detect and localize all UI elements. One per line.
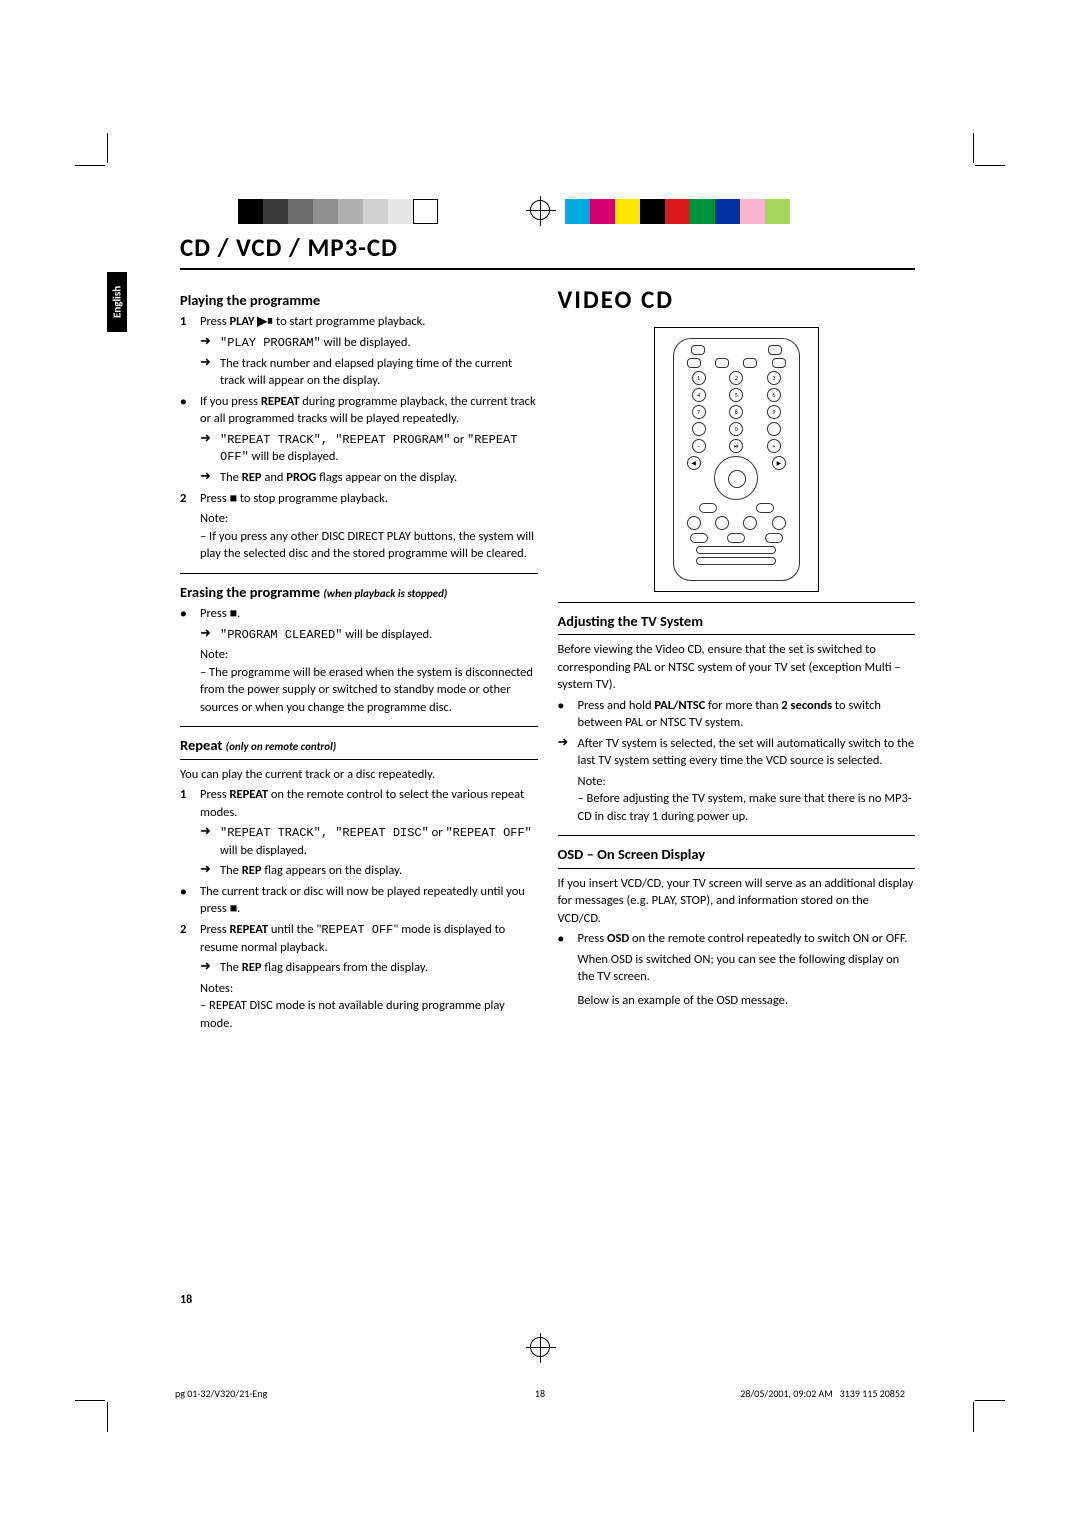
note-body: – If you press any other DISC DIRECT PLA…: [180, 528, 538, 563]
result-text: The track number and elapsed playing tim…: [220, 355, 538, 390]
arrow-icon: ➜: [200, 355, 212, 390]
note-label: Notes:: [180, 980, 538, 998]
title-rule: [180, 268, 915, 270]
result-text: "PLAY PROGRAM" will be displayed.: [220, 334, 538, 352]
footer-filename: pg 01-32/V320/21-Eng: [175, 1387, 267, 1400]
arrow-icon: ➜: [200, 959, 212, 977]
step-number: 2: [180, 490, 192, 508]
result-text: "REPEAT TRACK", "REPEAT DISC" or "REPEAT…: [220, 824, 538, 859]
arrow-icon: ➜: [200, 334, 212, 352]
step-number: 1: [180, 786, 192, 821]
note-label: Note:: [180, 646, 538, 664]
step-text: Press ■.: [200, 605, 538, 623]
intro-text: Before viewing the Video CD, ensure that…: [558, 641, 916, 694]
section-heading: Erasing the programme (when playback is …: [180, 582, 538, 602]
intro-text: If you insert VCD/CD, your TV screen wil…: [558, 875, 916, 928]
result-text: The REP flag disappears from the display…: [220, 959, 538, 977]
language-tab: English: [107, 272, 127, 332]
page-number: 18: [180, 1293, 192, 1307]
section-heading: Playing the programme: [180, 290, 538, 310]
arrow-icon: ➜: [200, 626, 212, 644]
step-number: 1: [180, 313, 192, 331]
step-text: The current track or disc will now be pl…: [200, 883, 538, 918]
step-text: Press REPEAT on the remote control to se…: [200, 786, 538, 821]
result-text: "PROGRAM CLEARED" will be displayed.: [220, 626, 538, 644]
note-label: Note:: [558, 773, 916, 791]
body-text: When OSD is switched ON; you can see the…: [558, 951, 916, 986]
note-body: – Before adjusting the TV system, make s…: [558, 790, 916, 825]
footer-page: 18: [535, 1387, 545, 1400]
step-text: Press PLAY ▶⏸ to start programme playbac…: [200, 313, 538, 331]
page-content: English CD / VCD / MP3-CD Playing the pr…: [115, 172, 965, 1332]
footer: pg 01-32/V320/21-Eng 18 28/05/2001, 09:0…: [115, 1387, 965, 1400]
section-title: VIDEO CD: [558, 282, 916, 317]
arrow-icon: ➜: [200, 469, 212, 487]
result-text: The REP and PROG flags appear on the dis…: [220, 469, 538, 487]
step-number: 2: [180, 921, 192, 956]
left-column: Playing the programme 1 Press PLAY ▶⏸ to…: [180, 282, 538, 1032]
intro-text: You can play the current track or a disc…: [180, 766, 538, 784]
arrow-icon: ➜: [200, 431, 212, 467]
registration-mark-icon: [530, 1337, 550, 1357]
result-text: The REP flag appears on the display.: [220, 862, 538, 880]
section-heading: Repeat (only on remote control): [180, 735, 538, 755]
bullet-icon: ●: [180, 605, 192, 623]
note-body: – REPEAT DISC mode is not available duri…: [180, 997, 538, 1032]
bullet-icon: ●: [180, 393, 192, 428]
arrow-icon: ➜: [200, 824, 212, 859]
right-column: VIDEO CD 123 456 789 0 −⏯+ ◀▶: [558, 282, 916, 1032]
page-title: CD / VCD / MP3-CD: [180, 232, 965, 263]
footer-right: 28/05/2001, 09:02 AM 3139 115 20852: [740, 1387, 905, 1400]
section-heading: OSD – On Screen Display: [558, 844, 916, 864]
step-text: Press OSD on the remote control repeated…: [578, 930, 916, 948]
arrow-icon: ➜: [200, 862, 212, 880]
remote-illustration: 123 456 789 0 −⏯+ ◀▶: [654, 327, 819, 592]
result-text: After TV system is selected, the set wil…: [578, 735, 916, 770]
step-text: Press REPEAT until the "REPEAT OFF" mode…: [200, 921, 538, 956]
note-label: Note:: [180, 510, 538, 528]
bullet-icon: ●: [180, 883, 192, 918]
bullet-icon: ●: [558, 930, 570, 948]
note-body: – The programme will be erased when the …: [180, 664, 538, 717]
step-text: Press and hold PAL/NTSC for more than 2 …: [578, 697, 916, 732]
step-text: Press ■ to stop programme playback.: [200, 490, 538, 508]
result-text: "REPEAT TRACK", "REPEAT PROGRAM" or "REP…: [220, 431, 538, 467]
arrow-icon: ➜: [558, 735, 570, 770]
bullet-icon: ●: [558, 697, 570, 732]
step-text: If you press REPEAT during programme pla…: [200, 393, 538, 428]
body-text: Below is an example of the OSD message.: [558, 992, 916, 1010]
section-heading: Adjusting the TV System: [558, 611, 916, 631]
